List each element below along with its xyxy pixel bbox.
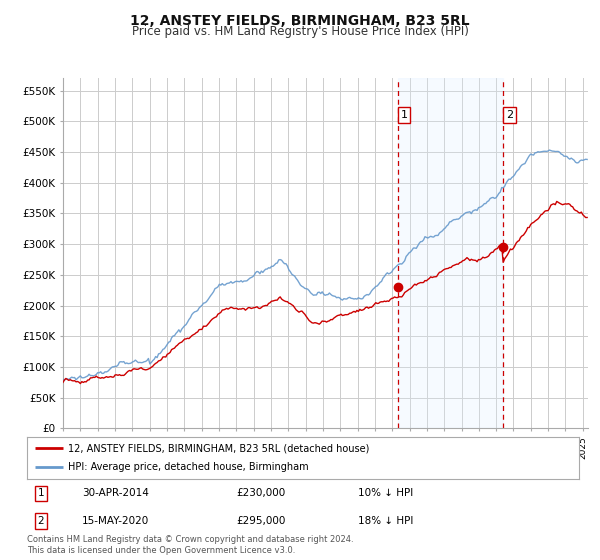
Text: 18% ↓ HPI: 18% ↓ HPI [358,516,413,526]
Text: 10% ↓ HPI: 10% ↓ HPI [358,488,413,498]
Text: £230,000: £230,000 [237,488,286,498]
Text: Price paid vs. HM Land Registry's House Price Index (HPI): Price paid vs. HM Land Registry's House … [131,25,469,38]
Text: HPI: Average price, detached house, Birmingham: HPI: Average price, detached house, Birm… [68,463,309,473]
Text: 12, ANSTEY FIELDS, BIRMINGHAM, B23 5RL: 12, ANSTEY FIELDS, BIRMINGHAM, B23 5RL [130,14,470,28]
Bar [398,78,503,428]
Text: 1: 1 [37,488,44,498]
Text: 15-MAY-2020: 15-MAY-2020 [82,516,149,526]
Text: 1: 1 [401,110,407,120]
Text: 30-APR-2014: 30-APR-2014 [82,488,149,498]
Text: Contains HM Land Registry data © Crown copyright and database right 2024.
This d: Contains HM Land Registry data © Crown c… [27,535,353,555]
Text: 2: 2 [37,516,44,526]
Text: 2: 2 [506,110,513,120]
Text: 12, ANSTEY FIELDS, BIRMINGHAM, B23 5RL (detached house): 12, ANSTEY FIELDS, BIRMINGHAM, B23 5RL (… [68,443,370,453]
Text: £295,000: £295,000 [237,516,286,526]
